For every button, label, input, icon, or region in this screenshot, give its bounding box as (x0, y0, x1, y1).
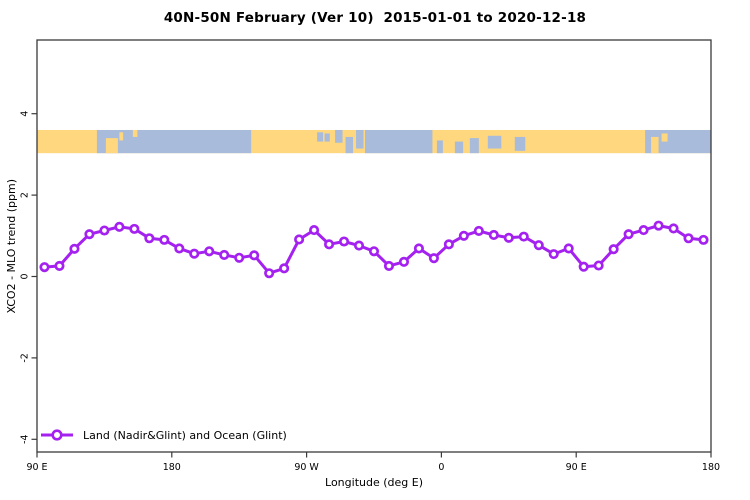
map-band-sea (335, 129, 343, 143)
data-point (653, 220, 664, 231)
data-point (114, 221, 125, 232)
data-point (368, 246, 380, 257)
x-tick-label: 180 (163, 462, 181, 473)
data-point (249, 250, 260, 261)
map-band-sea (317, 132, 324, 142)
data-point (698, 234, 709, 245)
data-point (189, 248, 200, 259)
map-band-sea (324, 133, 330, 142)
data-point (638, 225, 649, 236)
data-point (54, 260, 65, 271)
data-point (503, 232, 514, 243)
data-point (294, 234, 305, 245)
data-point (593, 260, 604, 271)
y-tick-label: 0 (20, 273, 31, 279)
data-point (69, 243, 80, 254)
x-tick-label: 90 E (26, 462, 47, 473)
map-band-sea (514, 136, 526, 151)
y-tick-label: 2 (20, 192, 31, 198)
y-tick-label: -4 (20, 435, 31, 444)
data-point (264, 268, 275, 279)
data-point (174, 243, 185, 254)
y-tick-label: 4 (20, 111, 31, 117)
legend: Land (Nadir&Glint) and Ocean (Glint) (40, 428, 287, 442)
map-band-island (132, 129, 138, 137)
data-point (84, 229, 95, 240)
data-point (219, 249, 230, 260)
plot-border (36, 39, 712, 453)
data-point (623, 229, 634, 240)
data-point (473, 225, 484, 236)
data-point (548, 249, 559, 260)
map-band-sea (345, 136, 354, 154)
data-point (608, 244, 619, 255)
x-tick-label: 180 (702, 462, 720, 473)
data-point (563, 243, 574, 254)
data-point (309, 225, 320, 236)
map-band-sea (469, 138, 479, 154)
data-point (353, 240, 365, 251)
data-point (383, 260, 395, 271)
x-tick-label: 0 (438, 462, 444, 473)
legend-label: Land (Nadir&Glint) and Ocean (Glint) (83, 428, 287, 442)
x-tick-label: 90 W (294, 462, 319, 473)
map-band-island (651, 136, 659, 154)
data-point (533, 240, 544, 251)
data-point (488, 229, 499, 241)
data-point (398, 256, 410, 267)
map-band-island (661, 133, 668, 142)
map-band-sea (487, 135, 502, 149)
data-point (668, 223, 679, 234)
data-point (144, 233, 155, 244)
data-point (324, 239, 335, 250)
data-point (458, 230, 469, 241)
data-point (683, 233, 694, 244)
map-band-island (119, 132, 124, 141)
data-point (518, 231, 529, 242)
x-tick-label: 90 E (566, 462, 587, 473)
map-band-sea (454, 141, 464, 154)
x-axis-title: Longitude (deg E) (325, 476, 423, 489)
map-band-sea (356, 129, 364, 149)
data-point (204, 246, 215, 257)
data-point (338, 236, 350, 247)
map-band-ocean (372, 129, 433, 154)
y-tick-label: -2 (20, 353, 31, 362)
map-band-sea (436, 140, 443, 154)
legend-marker-icon (41, 429, 73, 441)
data-point (443, 239, 454, 250)
data-point (39, 262, 50, 273)
map-band-island (105, 138, 118, 154)
data-point (578, 261, 589, 272)
data-point (129, 223, 140, 234)
data-point (99, 225, 110, 236)
map-band-sea (365, 129, 373, 154)
data-point (413, 243, 424, 254)
data-point (159, 234, 170, 245)
chart-title: 40N-50N February (Ver 10) 2015-01-01 to … (163, 10, 587, 26)
y-axis-title: XCO2 - MLO trend (ppm) (4, 178, 18, 314)
data-point (234, 252, 245, 263)
data-point (428, 253, 439, 264)
data-point (279, 263, 290, 274)
